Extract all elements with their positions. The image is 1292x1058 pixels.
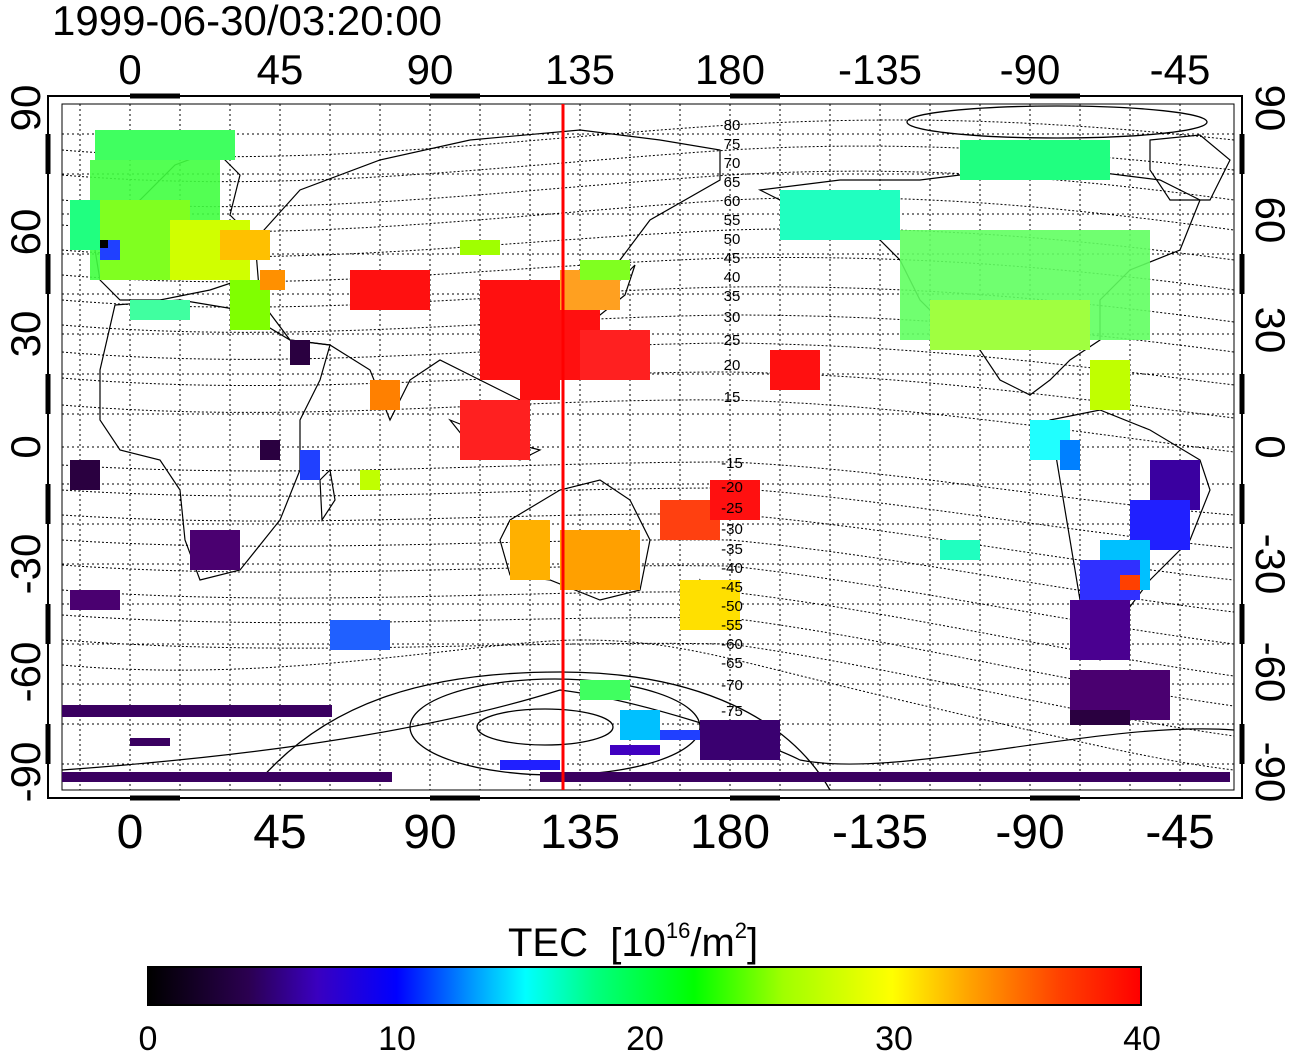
contour-label: -15 [721, 455, 743, 472]
contour-label: -25 [721, 500, 743, 517]
lon-label: 135 [545, 46, 615, 93]
tec-map: 0 45 90 135 180 -135 -90 -45 0 45 90 135… [2, 46, 1292, 859]
contour-label: 30 [724, 309, 741, 326]
colorbar-unit-end: ] [747, 921, 759, 965]
contour-label: 15 [724, 389, 741, 406]
lat-label: -90 [2, 742, 49, 803]
lon-label: -90 [1000, 46, 1061, 93]
lat-label: 90 [1247, 85, 1292, 132]
colorbar-tick: 20 [626, 1020, 664, 1058]
lon-labels-top: 0 45 90 135 180 -135 -90 -45 [118, 46, 1210, 93]
contour-label: 75 [724, 136, 741, 153]
lon-label: -135 [832, 806, 928, 859]
contour-label: 60 [724, 193, 741, 210]
lon-label: -45 [1150, 46, 1211, 93]
contour-label: -60 [721, 636, 743, 653]
lat-label: 60 [2, 209, 49, 256]
lat-label: -90 [1247, 742, 1292, 803]
lat-label: 0 [1247, 435, 1292, 458]
tec-data [62, 130, 1230, 782]
lon-label: 180 [690, 806, 770, 859]
lat-label: -30 [2, 534, 49, 595]
colorbar-title: TEC [1016/m2] [508, 908, 758, 966]
contour-label: 70 [724, 155, 741, 172]
colorbar-unit-exponent: 16 [665, 918, 691, 943]
frame-ticks [45, 93, 1245, 801]
plot-title: 1999-06-30/03:20:00 [52, 0, 442, 44]
colorbar-tick: 0 [138, 1020, 158, 1058]
contour-label: -70 [721, 677, 743, 694]
lat-labels-right: 90 60 30 0 -30 -60 -90 [1247, 85, 1292, 803]
contour-label: 80 [724, 117, 741, 134]
lon-label: 45 [253, 806, 306, 859]
lat-labels-left: 90 60 30 0 -30 -60 -90 [2, 85, 49, 803]
lon-label: 0 [117, 806, 144, 859]
colorbar-tick: 10 [378, 1020, 416, 1058]
contour-label: -35 [721, 541, 743, 558]
lat-label: -30 [1247, 534, 1292, 595]
colorbar-unit-mid: /m [690, 921, 735, 965]
lat-label: -60 [1247, 642, 1292, 703]
lat-label: 30 [2, 311, 49, 358]
contour-label: -40 [721, 560, 743, 577]
lat-label: 0 [2, 435, 49, 458]
contour-label: -30 [721, 521, 743, 538]
contour-label: 55 [724, 212, 741, 229]
contour-label: 65 [724, 174, 741, 191]
colorbar [147, 966, 1142, 1006]
colorbar-quantity: TEC [508, 921, 588, 965]
contour-label: 35 [724, 288, 741, 305]
magnetic-contours [61, 119, 1235, 771]
contour-label: -75 [721, 703, 743, 720]
contour-label: -50 [721, 598, 743, 615]
lat-label: 60 [1247, 197, 1292, 244]
lon-labels-bottom: 0 45 90 135 180 -135 -90 -45 [117, 806, 1215, 859]
contour-label: 45 [724, 250, 741, 267]
lon-label: -135 [838, 46, 922, 93]
lat-label: -60 [2, 642, 49, 703]
lon-label: 0 [118, 46, 141, 93]
colorbar-tick: 30 [875, 1020, 913, 1058]
colorbar-unit-base: [10 [610, 921, 666, 965]
lon-label: 180 [695, 46, 765, 93]
contour-label: -45 [721, 579, 743, 596]
contour-label: -65 [721, 655, 743, 672]
lon-label: 135 [540, 806, 620, 859]
contour-label: 50 [724, 231, 741, 248]
lon-label: -90 [995, 806, 1064, 859]
lon-label: 45 [257, 46, 304, 93]
lat-label: 30 [1247, 307, 1292, 354]
contour-label: 25 [724, 332, 741, 349]
lon-label: 90 [407, 46, 454, 93]
contour-label: 20 [724, 357, 741, 374]
lon-label: -45 [1145, 806, 1214, 859]
contour-label: -20 [721, 479, 743, 496]
lat-label: 90 [2, 85, 49, 132]
contour-labels: 80 75 70 65 60 55 50 45 40 35 30 25 20 1… [721, 117, 743, 720]
contour-label: 40 [724, 269, 741, 286]
contour-label: -55 [721, 617, 743, 634]
lon-label: 90 [403, 806, 456, 859]
colorbar-tick: 40 [1123, 1020, 1161, 1058]
colorbar-unit-exponent2: 2 [734, 918, 748, 943]
